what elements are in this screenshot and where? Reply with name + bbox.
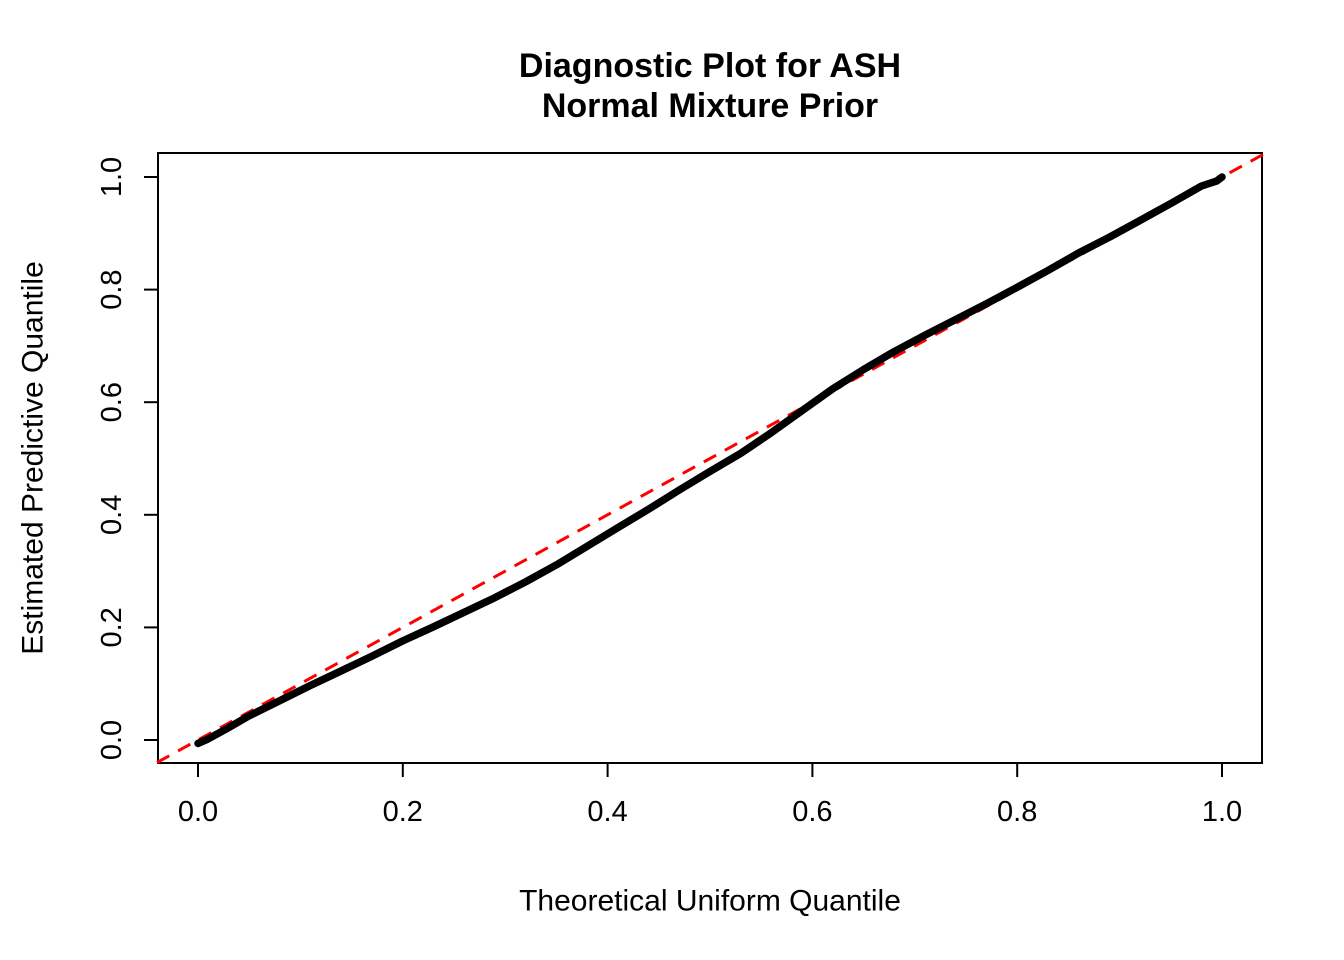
x-tick-label-0.8: 0.8 xyxy=(997,796,1037,828)
x-tick-label-0.2: 0.2 xyxy=(383,796,423,828)
y-tick-label-0.2: 0.2 xyxy=(96,607,128,647)
y-axis-tick-labels: 0.0 0.2 0.4 0.6 0.8 1.0 xyxy=(96,157,128,760)
x-tick-label-0.6: 0.6 xyxy=(792,796,832,828)
chart-title-line2: Normal Mixture Prior xyxy=(542,87,878,125)
y-tick-label-1.0: 1.0 xyxy=(96,157,128,197)
x-axis-tick-labels: 0.0 0.2 0.4 0.6 0.8 1.0 xyxy=(178,796,1242,828)
x-axis-ticks xyxy=(197,763,1223,777)
y-tick-label-0.4: 0.4 xyxy=(96,495,128,535)
x-axis-label: Theoretical Uniform Quantile xyxy=(519,885,901,918)
plot-border xyxy=(157,152,1263,764)
x-tick-label-0.4: 0.4 xyxy=(587,796,627,828)
identity-reference-line xyxy=(156,153,1264,764)
x-tick-label-1.0: 1.0 xyxy=(1202,796,1242,828)
y-tick-label-0.8: 0.8 xyxy=(96,269,128,309)
y-tick-label-0.0: 0.0 xyxy=(96,720,128,760)
y-axis-label: Estimated Predictive Quantile xyxy=(17,261,50,655)
x-tick-label-0.0: 0.0 xyxy=(178,796,218,828)
y-axis-ticks xyxy=(144,176,158,741)
chart-title-line1: Diagnostic Plot for ASH xyxy=(519,47,901,85)
y-tick-label-0.6: 0.6 xyxy=(96,382,128,422)
quantile-curve xyxy=(194,173,1226,748)
